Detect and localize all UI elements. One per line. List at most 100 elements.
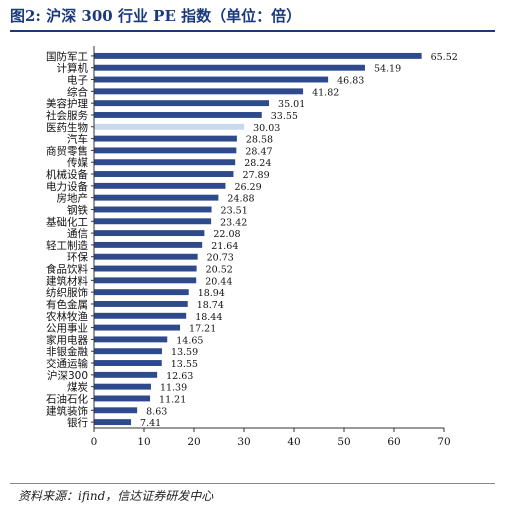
value-label: 54.19 [374, 64, 401, 75]
bar [94, 277, 197, 284]
bar [94, 383, 151, 390]
value-label: 11.21 [159, 394, 186, 405]
value-label: 23.51 [221, 205, 248, 216]
value-label: 33.55 [271, 111, 298, 122]
bar [94, 395, 151, 402]
bar [94, 301, 188, 307]
value-label: 17.21 [189, 324, 216, 335]
value-label: 28.47 [245, 146, 272, 157]
x-tick-label: 20 [187, 436, 200, 448]
bar [94, 360, 162, 366]
category-label: 轻工制造 [46, 239, 88, 252]
category-label: 传媒 [67, 156, 88, 169]
category-label: 商贸零售 [46, 144, 88, 157]
value-label: 14.65 [176, 335, 203, 346]
value-label: 27.89 [242, 170, 269, 181]
category-label: 纺织服饰 [46, 286, 88, 299]
value-label: 24.88 [227, 194, 254, 205]
category-label: 交通运输 [46, 357, 88, 370]
value-label: 20.52 [206, 265, 233, 276]
category-label: 食品饮料 [46, 263, 88, 276]
bar [94, 64, 365, 71]
category-label: 基础化工 [46, 215, 88, 228]
category-label: 公用事业 [46, 322, 88, 335]
x-tick-label: 60 [387, 436, 400, 448]
category-label: 钢铁 [67, 203, 88, 216]
category-label: 房地产 [57, 192, 89, 205]
category-label: 建筑装饰 [46, 404, 88, 417]
x-tick-label: 30 [237, 436, 250, 448]
bar [94, 348, 162, 355]
category-label: 汽车 [67, 133, 88, 146]
value-label: 23.42 [220, 217, 247, 228]
bar [94, 324, 181, 331]
bar [94, 135, 237, 142]
value-label: 12.63 [166, 371, 193, 382]
value-label: 18.94 [198, 288, 225, 299]
category-label: 银行 [67, 416, 88, 429]
bar [94, 230, 205, 237]
bar [94, 253, 198, 260]
bar [94, 159, 236, 166]
x-tick-label: 50 [337, 436, 350, 448]
bar [94, 171, 234, 177]
category-label: 家用电器 [46, 333, 88, 346]
value-label: 46.83 [337, 76, 364, 87]
category-label: 机械设备 [46, 168, 88, 181]
category-label: 电子 [67, 74, 88, 87]
bar [94, 407, 138, 414]
bar [94, 419, 132, 426]
value-label: 22.08 [213, 229, 240, 240]
value-label: 7.41 [140, 418, 161, 429]
bar [94, 182, 226, 189]
value-label: 65.52 [431, 52, 458, 63]
category-label: 社会服务 [46, 109, 88, 122]
bar [94, 147, 237, 154]
bar [94, 76, 329, 83]
bar [94, 336, 168, 343]
category-label: 环保 [67, 251, 88, 264]
category-label: 煤炭 [67, 381, 88, 394]
value-label: 13.59 [171, 347, 198, 358]
value-label: 20.73 [207, 253, 234, 264]
category-label: 医药生物 [46, 121, 88, 134]
value-label: 21.64 [211, 241, 238, 252]
bar [94, 194, 219, 201]
category-label: 沪深300 [47, 369, 88, 382]
category-label: 石油石化 [46, 392, 88, 405]
category-label: 综合 [67, 85, 88, 98]
value-label: 18.44 [195, 312, 222, 323]
bar [94, 312, 187, 319]
value-label: 30.03 [253, 123, 280, 134]
value-label: 41.82 [312, 87, 339, 98]
bars-layer [94, 52, 422, 426]
bottom-rule [10, 483, 495, 484]
category-label: 国防军工 [46, 50, 88, 63]
bar [94, 206, 212, 213]
category-label: 计算机 [57, 62, 89, 75]
bar [94, 241, 203, 248]
value-label: 8.63 [146, 406, 167, 417]
category-label: 有色金属 [46, 298, 88, 311]
bar [94, 289, 189, 296]
x-tick-label: 70 [437, 436, 450, 448]
bar [94, 265, 197, 272]
category-label: 非银金融 [46, 345, 88, 358]
x-tick-label: 10 [137, 436, 150, 448]
bar [94, 52, 422, 59]
bar [94, 123, 245, 130]
value-label: 28.58 [246, 135, 273, 146]
category-label: 通信 [67, 228, 88, 240]
x-tick-label: 40 [287, 436, 300, 448]
bar [94, 100, 270, 107]
axis-layer: 0 10 20 30 40 50 60 70 [91, 46, 451, 448]
source-note: 资料来源：ifind，信达证券研发中心 [18, 489, 214, 503]
labels-layer: 国防军工 65.52 计算机 54.19 电子 46.83 综合 41.82 美容护理 35.01… [46, 50, 458, 429]
bar [94, 218, 212, 225]
bar [94, 371, 158, 378]
bar [94, 88, 304, 95]
bar [94, 112, 262, 118]
category-label: 农林牧渔 [46, 310, 88, 323]
category-label: 建筑材料 [46, 274, 88, 287]
value-label: 11.39 [160, 383, 187, 394]
